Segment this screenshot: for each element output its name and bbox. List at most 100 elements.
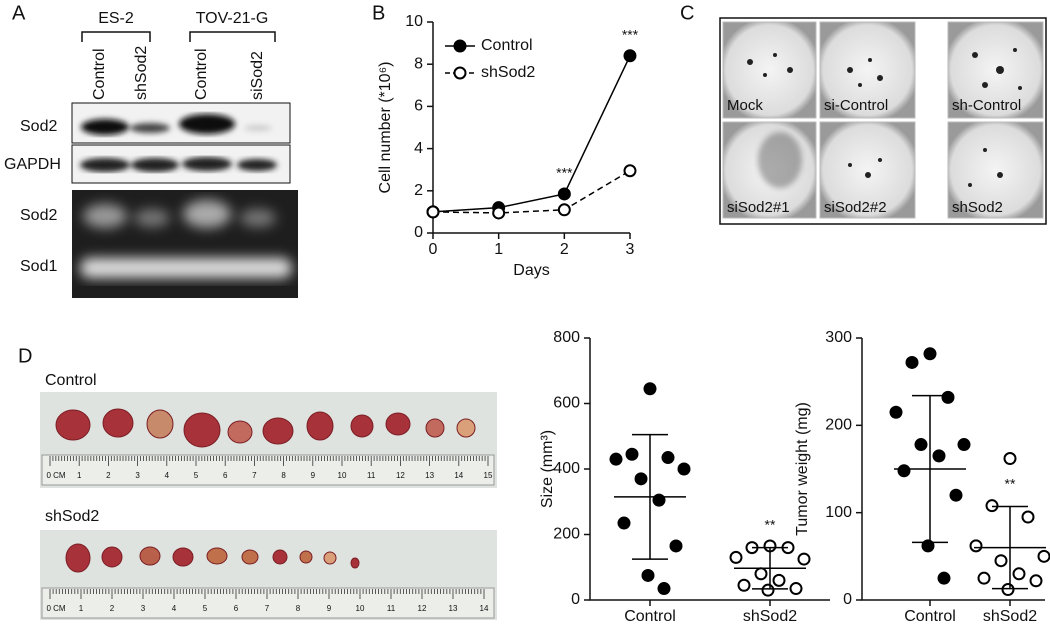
ruler-label: 15 bbox=[484, 471, 493, 480]
data-point bbox=[932, 449, 946, 463]
annotation: ** bbox=[1005, 475, 1016, 491]
photo-label: Control bbox=[45, 372, 97, 389]
y-tick-label: 100 bbox=[825, 504, 852, 521]
data-point bbox=[677, 462, 691, 476]
ruler-label: 10 bbox=[356, 604, 365, 613]
data-point bbox=[949, 488, 963, 502]
ruler-label: 4 bbox=[165, 471, 170, 480]
annotation: ** bbox=[765, 516, 776, 532]
ruler-label: 0 CM bbox=[46, 604, 65, 613]
x-axis-label: Days bbox=[513, 262, 549, 279]
plate-label: sh-Control bbox=[952, 97, 1021, 114]
y-tick-label: 0 bbox=[414, 224, 423, 241]
error-bar bbox=[912, 394, 948, 544]
data-point bbox=[985, 499, 999, 513]
panel-label: D bbox=[18, 345, 32, 367]
plate-label: siSod2#1 bbox=[727, 199, 790, 216]
ruler-label: 12 bbox=[418, 604, 427, 613]
data-point bbox=[641, 568, 655, 582]
data-point bbox=[669, 539, 683, 553]
plate-label: si-Control bbox=[824, 97, 888, 114]
ruler-label: 12 bbox=[396, 471, 405, 480]
row-label: Sod1 bbox=[20, 258, 57, 275]
x-tick-label: shSod2 bbox=[743, 608, 797, 625]
data-point bbox=[1021, 510, 1035, 524]
ruler-label: 10 bbox=[338, 471, 347, 480]
y-axis-label: Size (mm³) bbox=[539, 430, 556, 508]
y-tick-label: 6 bbox=[414, 98, 423, 115]
x-tick-label: Control bbox=[624, 608, 676, 625]
ruler-label: 3 bbox=[141, 604, 146, 613]
data-line bbox=[432, 55, 631, 213]
data-point bbox=[789, 582, 803, 596]
ruler-label: 14 bbox=[454, 471, 463, 480]
error-bar bbox=[632, 433, 668, 560]
panel-label: A bbox=[12, 2, 26, 24]
ruler-label: 3 bbox=[135, 471, 140, 480]
data-point bbox=[937, 571, 951, 585]
data-point bbox=[897, 464, 911, 478]
y-axis-label: Cell number (*10⁶) bbox=[377, 62, 394, 194]
x-tick-label: 2 bbox=[560, 241, 569, 258]
legend-label: shSod2 bbox=[481, 64, 535, 81]
data-point bbox=[426, 205, 440, 219]
ruler-label: 4 bbox=[172, 604, 177, 613]
data-point bbox=[994, 554, 1008, 568]
data-point bbox=[557, 203, 571, 217]
data-point bbox=[657, 582, 671, 596]
data-point bbox=[1003, 452, 1017, 466]
ruler-label: 8 bbox=[296, 604, 301, 613]
data-point bbox=[1001, 583, 1015, 597]
ruler-label: 5 bbox=[203, 604, 208, 613]
y-tick-label: 200 bbox=[553, 526, 580, 543]
y-tick-label: 600 bbox=[553, 395, 580, 412]
y-tick-label: 200 bbox=[825, 417, 852, 434]
data-point bbox=[623, 164, 637, 178]
ruler-label: 8 bbox=[281, 471, 286, 480]
y-tick-label: 300 bbox=[825, 329, 852, 346]
lane-label: siSod2 bbox=[249, 51, 266, 100]
error-bar bbox=[992, 505, 1028, 590]
data-point bbox=[661, 451, 675, 465]
data-point bbox=[492, 206, 506, 220]
ruler-label: 7 bbox=[265, 604, 270, 613]
bracket bbox=[81, 31, 151, 42]
ruler-label: 14 bbox=[480, 604, 489, 613]
y-tick-label: 800 bbox=[553, 329, 580, 346]
lane-label: shSod2 bbox=[133, 46, 150, 100]
data-point bbox=[905, 355, 919, 369]
y-tick-label: 0 bbox=[843, 591, 852, 608]
data-point bbox=[797, 552, 811, 566]
data-point bbox=[729, 550, 743, 564]
data-point bbox=[737, 578, 751, 592]
data-point bbox=[889, 405, 903, 419]
annotation: *** bbox=[556, 165, 573, 181]
error-bar bbox=[752, 546, 788, 590]
ruler-label: 13 bbox=[449, 604, 458, 613]
plate-label: siSod2#2 bbox=[824, 199, 887, 216]
data-point bbox=[1029, 574, 1043, 588]
data-point bbox=[609, 452, 623, 466]
ruler-label: 1 bbox=[77, 471, 82, 480]
data-point bbox=[557, 187, 571, 201]
plate-label: Mock bbox=[727, 97, 763, 114]
data-point bbox=[643, 382, 657, 396]
x-tick-label: 0 bbox=[429, 241, 438, 258]
data-point bbox=[623, 49, 637, 63]
data-point bbox=[914, 438, 928, 452]
colony-plates bbox=[719, 17, 1047, 225]
bracket bbox=[189, 31, 276, 42]
ruler-label: 1 bbox=[79, 604, 84, 613]
ruler-label: 0 CM bbox=[46, 471, 65, 480]
ruler-label: 9 bbox=[311, 471, 316, 480]
x-tick-label: 1 bbox=[494, 241, 503, 258]
panel-label: C bbox=[680, 2, 694, 24]
ruler-label: 9 bbox=[327, 604, 332, 613]
ruler-label: 13 bbox=[425, 471, 434, 480]
lane-label: Control bbox=[193, 48, 210, 100]
data-point bbox=[634, 472, 648, 486]
data-point bbox=[1037, 549, 1050, 563]
data-point bbox=[923, 347, 937, 361]
lane-label: Control bbox=[91, 48, 108, 100]
ruler-label: 11 bbox=[387, 604, 396, 613]
